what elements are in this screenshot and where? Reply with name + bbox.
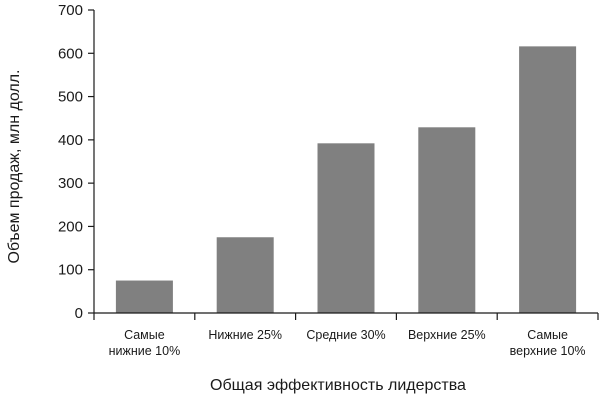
y-tick-label: 200 <box>58 218 83 235</box>
y-tick-label: 100 <box>58 262 83 279</box>
bar <box>317 143 375 313</box>
x-tick-label: Самые <box>527 328 568 342</box>
y-axis: 0 100 200 300 400 500 600 700 <box>58 2 95 322</box>
y-tick-label: 700 <box>58 2 83 19</box>
x-tick-label: Средние 30% <box>306 328 385 342</box>
bar <box>418 127 476 313</box>
bars-group <box>115 46 577 314</box>
x-tick-label: нижние 10% <box>109 344 181 358</box>
y-tick-label: 0 <box>75 305 83 322</box>
y-tick-label: 400 <box>58 132 83 149</box>
bar <box>519 46 577 314</box>
x-axis: Самые нижние 10% Нижние 25% Средние 30% Верх… <box>93 312 599 358</box>
x-tick-label: верхние 10% <box>510 344 586 358</box>
y-tick-label: 300 <box>58 175 83 192</box>
x-tick-label: Самые <box>124 328 165 342</box>
bar <box>115 280 173 313</box>
bar <box>216 237 274 313</box>
y-axis-title: Объем продаж, млн долл. <box>6 70 23 264</box>
y-tick-label: 500 <box>58 89 83 106</box>
x-tick-label: Нижние 25% <box>208 328 282 342</box>
x-axis-title: Общая эффективность лидерства <box>210 377 466 394</box>
x-tick-label: Верхние 25% <box>408 328 486 342</box>
y-tick-label: 600 <box>58 45 83 62</box>
